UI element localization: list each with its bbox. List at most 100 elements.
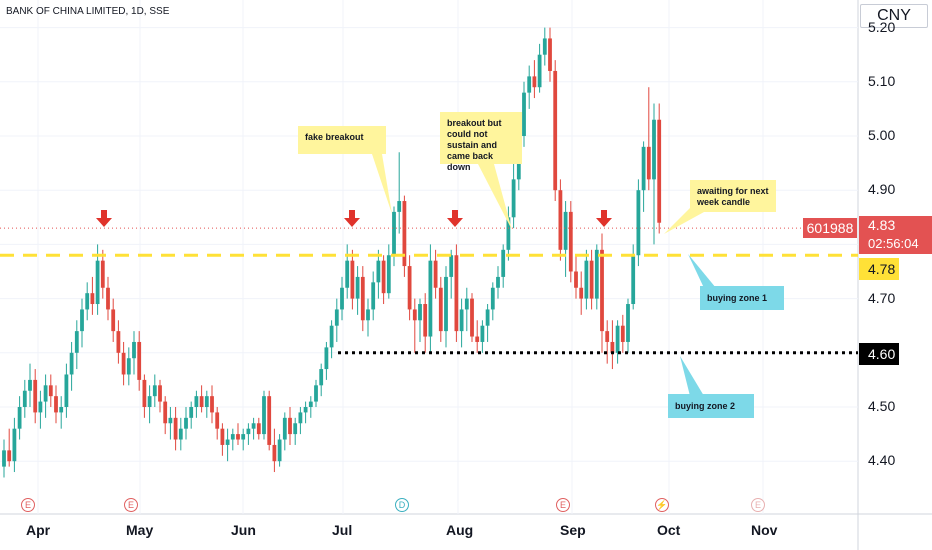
candle-body (459, 309, 464, 332)
candle-body (444, 276, 448, 332)
candle-body (293, 423, 298, 435)
earnings-event-icon[interactable]: E (21, 498, 35, 512)
candle-body (64, 374, 69, 407)
callout-breakout-note: breakout but could not sustain and came … (440, 112, 522, 172)
candle-body (371, 282, 376, 310)
candle-body (376, 260, 381, 283)
candle-body (579, 287, 584, 299)
candle-body (490, 287, 495, 310)
candle-body (641, 146, 646, 191)
candle-body (506, 217, 511, 250)
candle-body (542, 38, 547, 55)
symbol-header: BANK OF CHINA LIMITED, 1D, SSE (6, 6, 170, 17)
price-tick: 4.70 (868, 290, 896, 306)
callout-pointer (664, 206, 704, 234)
candle-body (178, 428, 183, 440)
candle-body (537, 54, 542, 88)
candle-body (111, 309, 116, 332)
candle-body (7, 450, 12, 462)
candle-body (59, 407, 64, 413)
candle-body (366, 309, 370, 321)
time-tick: Aug (446, 522, 474, 538)
last-price-tag: 4.83 02:56:04 (859, 216, 932, 254)
callout-pointer (680, 356, 704, 396)
candle-body (308, 401, 313, 407)
candle-body (303, 407, 308, 413)
candle-body (397, 201, 402, 212)
candle-body (74, 331, 79, 353)
candle-body (340, 287, 344, 310)
candle-body (121, 352, 126, 375)
earnings-event-icon[interactable]: E (751, 498, 765, 512)
news-event-icon[interactable]: ⚡ (655, 498, 669, 512)
currency-button[interactable]: CNY (860, 4, 928, 28)
candle-body (28, 379, 32, 391)
candle-body (95, 260, 100, 305)
candle-body (636, 190, 641, 256)
price-tick: 4.90 (868, 181, 896, 197)
earnings-event-icon[interactable]: E (124, 498, 138, 512)
candle-body (204, 396, 209, 407)
candle-body (54, 396, 58, 413)
callout-fake-breakout: fake breakout (298, 126, 386, 154)
candle-body (173, 417, 178, 440)
time-tick: Jun (231, 522, 256, 538)
candle-body (496, 276, 500, 288)
black-level-tag: 4.60 (859, 343, 899, 365)
candle-body (475, 336, 480, 342)
candle-body (620, 325, 625, 342)
time-tick: Oct (657, 522, 681, 538)
candle-body (438, 287, 443, 332)
down-arrow-icon (96, 210, 112, 227)
candle-body (100, 260, 105, 288)
candle-body (553, 70, 558, 191)
candle-body (288, 417, 292, 435)
earnings-event-icon[interactable]: E (556, 498, 570, 512)
price-tick: 4.50 (868, 398, 896, 414)
last-price-symbol-tag: 601988 (803, 218, 857, 238)
candle-body (657, 119, 662, 223)
candle-body (80, 309, 84, 332)
candle-body (215, 412, 220, 429)
candle-body (194, 396, 199, 407)
candle-body (574, 271, 578, 288)
candle-body (527, 76, 532, 93)
candle-body (267, 396, 272, 445)
candle-body (69, 352, 74, 375)
candle-body (563, 211, 568, 250)
candle-body (464, 298, 469, 310)
candle-body (246, 428, 251, 435)
candle-body (407, 266, 412, 310)
down-arrow-icon (596, 210, 612, 227)
candle-body (470, 298, 474, 337)
candle-body (345, 260, 350, 288)
candle-body (412, 309, 417, 321)
candle-body (282, 417, 287, 440)
candle-body (142, 379, 147, 407)
candle-body (350, 260, 355, 299)
callout-pointer (372, 154, 392, 214)
candle-body (168, 417, 173, 424)
candle-body (256, 423, 261, 435)
candle-body (454, 255, 459, 332)
candle-body (230, 434, 235, 440)
price-tick: 5.10 (868, 73, 896, 89)
candle-body (116, 331, 121, 353)
price-tick: 4.40 (868, 452, 896, 468)
callout-pointer (688, 254, 716, 288)
yellow-level-tag: 4.78 (859, 258, 899, 280)
candle-body (532, 76, 537, 88)
candle-body (152, 385, 157, 397)
dividend-event-icon[interactable]: D (395, 498, 409, 512)
candle-body (132, 341, 136, 359)
candle-body (355, 276, 360, 299)
candle-body (360, 276, 365, 321)
price-tick: 5.20 (868, 19, 896, 35)
candle-body (402, 201, 407, 267)
candle-body (210, 396, 214, 413)
candle-body (594, 249, 599, 299)
time-tick: May (126, 522, 154, 538)
time-tick: Jul (332, 522, 353, 538)
candle-body (2, 450, 6, 467)
last-price-value: 4.83 (868, 217, 896, 233)
